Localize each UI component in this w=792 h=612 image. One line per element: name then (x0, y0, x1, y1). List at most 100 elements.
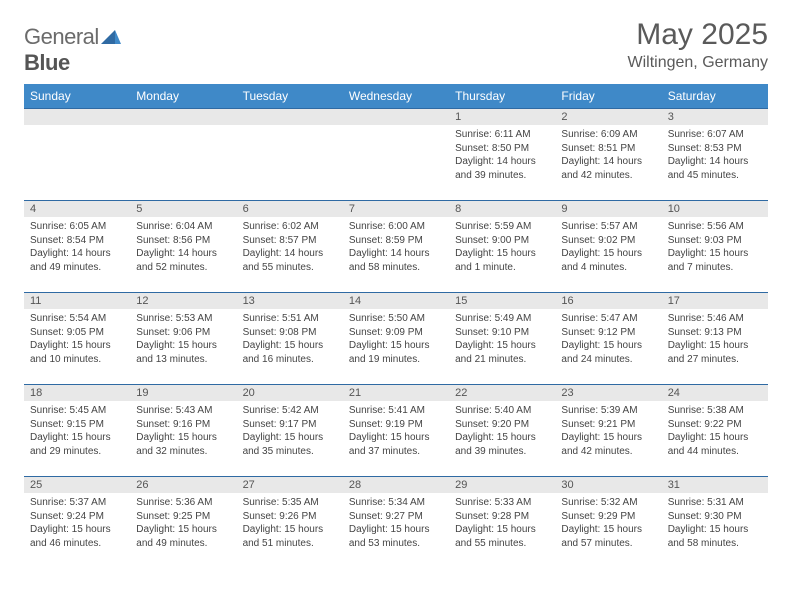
day-details: Sunrise: 5:43 AMSunset: 9:16 PMDaylight:… (130, 401, 236, 462)
empty-day (343, 109, 449, 125)
day-details: Sunrise: 5:34 AMSunset: 9:27 PMDaylight:… (343, 493, 449, 554)
calendar-cell: 9Sunrise: 5:57 AMSunset: 9:02 PMDaylight… (555, 201, 661, 293)
day-details: Sunrise: 5:35 AMSunset: 9:26 PMDaylight:… (237, 493, 343, 554)
sunset-line: Sunset: 9:02 PM (561, 234, 655, 248)
daylight-line: Daylight: 14 hours and 39 minutes. (455, 155, 549, 182)
sunset-line: Sunset: 9:24 PM (30, 510, 124, 524)
daylight-line: Daylight: 15 hours and 37 minutes. (349, 431, 443, 458)
day-details: Sunrise: 5:59 AMSunset: 9:00 PMDaylight:… (449, 217, 555, 278)
day-details: Sunrise: 6:04 AMSunset: 8:56 PMDaylight:… (130, 217, 236, 278)
logo-sail-icon (101, 24, 121, 50)
daylight-line: Daylight: 14 hours and 42 minutes. (561, 155, 655, 182)
calendar-cell: 8Sunrise: 5:59 AMSunset: 9:00 PMDaylight… (449, 201, 555, 293)
day-number: 30 (555, 477, 661, 493)
sunrise-line: Sunrise: 5:42 AM (243, 404, 337, 418)
calendar-cell: 30Sunrise: 5:32 AMSunset: 9:29 PMDayligh… (555, 477, 661, 569)
sunset-line: Sunset: 8:57 PM (243, 234, 337, 248)
daylight-line: Daylight: 15 hours and 7 minutes. (668, 247, 762, 274)
day-details: Sunrise: 5:39 AMSunset: 9:21 PMDaylight:… (555, 401, 661, 462)
day-number: 3 (662, 109, 768, 125)
sunset-line: Sunset: 8:53 PM (668, 142, 762, 156)
day-number: 16 (555, 293, 661, 309)
sunrise-line: Sunrise: 6:09 AM (561, 128, 655, 142)
sunrise-line: Sunrise: 5:41 AM (349, 404, 443, 418)
sunset-line: Sunset: 9:12 PM (561, 326, 655, 340)
sunset-line: Sunset: 9:09 PM (349, 326, 443, 340)
day-details: Sunrise: 5:32 AMSunset: 9:29 PMDaylight:… (555, 493, 661, 554)
weekday-header: Tuesday (237, 84, 343, 109)
sunrise-line: Sunrise: 5:36 AM (136, 496, 230, 510)
day-number: 12 (130, 293, 236, 309)
sunrise-line: Sunrise: 5:35 AM (243, 496, 337, 510)
calendar-cell: 5Sunrise: 6:04 AMSunset: 8:56 PMDaylight… (130, 201, 236, 293)
calendar-row: 4Sunrise: 6:05 AMSunset: 8:54 PMDaylight… (24, 201, 768, 293)
day-number: 8 (449, 201, 555, 217)
calendar-cell: 23Sunrise: 5:39 AMSunset: 9:21 PMDayligh… (555, 385, 661, 477)
daylight-line: Daylight: 15 hours and 29 minutes. (30, 431, 124, 458)
sunrise-line: Sunrise: 5:47 AM (561, 312, 655, 326)
sunrise-line: Sunrise: 5:54 AM (30, 312, 124, 326)
weekday-header: Saturday (662, 84, 768, 109)
daylight-line: Daylight: 14 hours and 49 minutes. (30, 247, 124, 274)
calendar-cell: 1Sunrise: 6:11 AMSunset: 8:50 PMDaylight… (449, 109, 555, 201)
sunset-line: Sunset: 9:22 PM (668, 418, 762, 432)
day-details: Sunrise: 6:09 AMSunset: 8:51 PMDaylight:… (555, 125, 661, 186)
sunrise-line: Sunrise: 6:00 AM (349, 220, 443, 234)
day-number: 17 (662, 293, 768, 309)
sunset-line: Sunset: 9:15 PM (30, 418, 124, 432)
sunset-line: Sunset: 9:10 PM (455, 326, 549, 340)
daylight-line: Daylight: 15 hours and 1 minute. (455, 247, 549, 274)
sunset-line: Sunset: 8:50 PM (455, 142, 549, 156)
calendar-cell: 11Sunrise: 5:54 AMSunset: 9:05 PMDayligh… (24, 293, 130, 385)
day-details: Sunrise: 5:51 AMSunset: 9:08 PMDaylight:… (237, 309, 343, 370)
sunrise-line: Sunrise: 5:57 AM (561, 220, 655, 234)
day-number: 25 (24, 477, 130, 493)
calendar-cell: 25Sunrise: 5:37 AMSunset: 9:24 PMDayligh… (24, 477, 130, 569)
day-details: Sunrise: 5:36 AMSunset: 9:25 PMDaylight:… (130, 493, 236, 554)
day-number: 6 (237, 201, 343, 217)
day-details: Sunrise: 5:53 AMSunset: 9:06 PMDaylight:… (130, 309, 236, 370)
day-number: 22 (449, 385, 555, 401)
daylight-line: Daylight: 14 hours and 58 minutes. (349, 247, 443, 274)
sunset-line: Sunset: 9:30 PM (668, 510, 762, 524)
daylight-line: Daylight: 15 hours and 27 minutes. (668, 339, 762, 366)
daylight-line: Daylight: 15 hours and 19 minutes. (349, 339, 443, 366)
daylight-line: Daylight: 15 hours and 10 minutes. (30, 339, 124, 366)
day-details: Sunrise: 5:42 AMSunset: 9:17 PMDaylight:… (237, 401, 343, 462)
sunrise-line: Sunrise: 6:07 AM (668, 128, 762, 142)
daylight-line: Daylight: 15 hours and 49 minutes. (136, 523, 230, 550)
daylight-line: Daylight: 14 hours and 52 minutes. (136, 247, 230, 274)
weekday-header: Sunday (24, 84, 130, 109)
day-number: 19 (130, 385, 236, 401)
sunset-line: Sunset: 9:06 PM (136, 326, 230, 340)
calendar-cell: 29Sunrise: 5:33 AMSunset: 9:28 PMDayligh… (449, 477, 555, 569)
daylight-line: Daylight: 15 hours and 51 minutes. (243, 523, 337, 550)
logo: General Blue (24, 18, 121, 76)
day-details: Sunrise: 6:02 AMSunset: 8:57 PMDaylight:… (237, 217, 343, 278)
calendar-row: 1Sunrise: 6:11 AMSunset: 8:50 PMDaylight… (24, 109, 768, 201)
daylight-line: Daylight: 15 hours and 46 minutes. (30, 523, 124, 550)
calendar-row: 18Sunrise: 5:45 AMSunset: 9:15 PMDayligh… (24, 385, 768, 477)
daylight-line: Daylight: 15 hours and 16 minutes. (243, 339, 337, 366)
day-number: 24 (662, 385, 768, 401)
day-details: Sunrise: 5:46 AMSunset: 9:13 PMDaylight:… (662, 309, 768, 370)
sunrise-line: Sunrise: 5:32 AM (561, 496, 655, 510)
sunrise-line: Sunrise: 5:39 AM (561, 404, 655, 418)
sunrise-line: Sunrise: 5:40 AM (455, 404, 549, 418)
calendar-cell: 18Sunrise: 5:45 AMSunset: 9:15 PMDayligh… (24, 385, 130, 477)
sunset-line: Sunset: 9:28 PM (455, 510, 549, 524)
calendar-cell: 27Sunrise: 5:35 AMSunset: 9:26 PMDayligh… (237, 477, 343, 569)
sunset-line: Sunset: 8:51 PM (561, 142, 655, 156)
calendar-cell: 21Sunrise: 5:41 AMSunset: 9:19 PMDayligh… (343, 385, 449, 477)
sunset-line: Sunset: 9:29 PM (561, 510, 655, 524)
day-number: 23 (555, 385, 661, 401)
header: General Blue May 2025 Wiltingen, Germany (24, 18, 768, 76)
calendar-cell: 7Sunrise: 6:00 AMSunset: 8:59 PMDaylight… (343, 201, 449, 293)
weekday-header: Friday (555, 84, 661, 109)
sunrise-line: Sunrise: 5:51 AM (243, 312, 337, 326)
calendar-cell: 14Sunrise: 5:50 AMSunset: 9:09 PMDayligh… (343, 293, 449, 385)
daylight-line: Daylight: 14 hours and 55 minutes. (243, 247, 337, 274)
logo-word-1: General (24, 24, 99, 49)
page-subtitle: Wiltingen, Germany (628, 54, 769, 72)
calendar-cell (237, 109, 343, 201)
